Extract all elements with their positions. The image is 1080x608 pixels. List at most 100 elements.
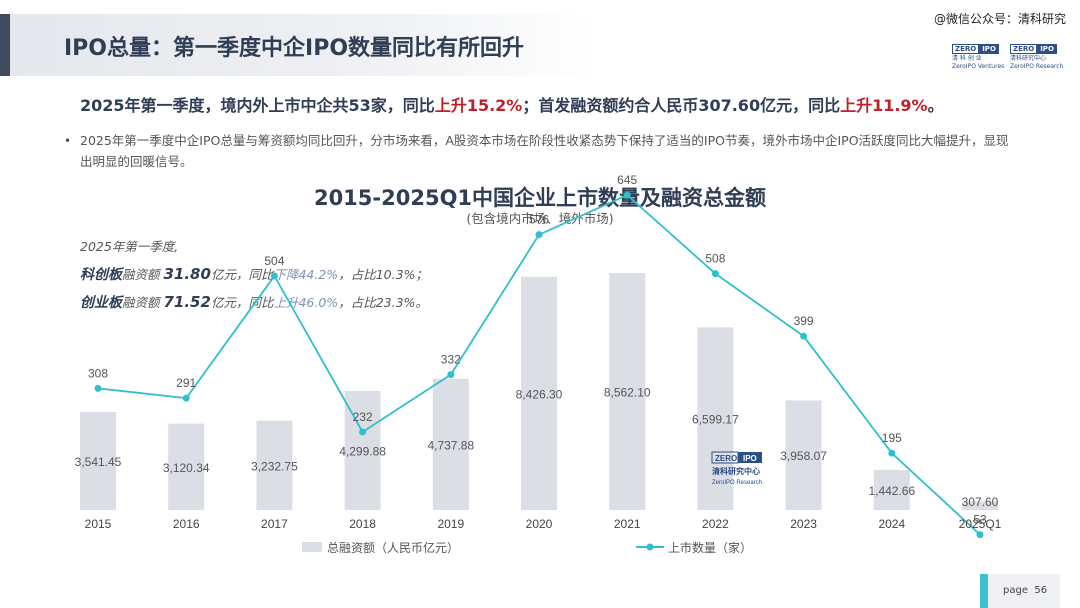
bullet-text: 2025年第一季度中企IPO总量与筹资额均同比回升，分市场来看，A股资本市场在阶…: [80, 133, 1009, 169]
bar-2022: [697, 327, 734, 510]
bar-2020: [521, 276, 557, 510]
bar-label-2018: 4,299.88: [339, 444, 386, 458]
note2-a: 融资额: [122, 267, 164, 282]
wm-cn: 清科研究中心: [712, 466, 760, 476]
x-tick-2022: 2022: [702, 517, 729, 531]
legend-bar-label: 总融资额（人民币亿元）: [327, 540, 459, 555]
note-line-3: 创业板融资额 71.52亿元，同比上升46.0%，占比23.3%。: [80, 292, 428, 312]
x-tick-2017: 2017: [261, 517, 288, 531]
x-axis: 2015 2016 2017 2018 2019 2020 2021 2022 2023 2024…: [85, 517, 1002, 531]
note2-unit: 亿元: [210, 267, 236, 282]
wm-en: ZeroIPO Research: [712, 480, 762, 486]
legend-line-marker: [646, 543, 654, 551]
note3-unit: 亿元: [210, 295, 236, 310]
line-label-2015: 308: [88, 366, 108, 380]
line-label-2024: 195: [882, 431, 902, 445]
line-label-2016: 291: [176, 376, 196, 390]
bar-label-2024: 1,442.66: [868, 484, 915, 498]
bar-2021: [609, 273, 646, 510]
wm-zero-box: [711, 451, 739, 464]
line-point-2016: [182, 394, 190, 402]
x-tick-2016: 2016: [173, 517, 200, 531]
legend-line-label: 上市数量（家）: [668, 540, 752, 555]
bar-2018: [344, 390, 381, 510]
title-accent-bar: [0, 14, 10, 76]
line-label-2018: 232: [353, 410, 373, 424]
headline-red1: 上升15.2%: [434, 96, 523, 115]
wm-zero: ZERO: [715, 454, 737, 463]
line-label-2019: 332: [441, 353, 461, 367]
page-label: page: [1003, 585, 1028, 596]
legend: 总融资额（人民币亿元） 上市数量（家）: [302, 540, 752, 555]
headline-part1: 2025年第一季度，境内外上市中企共53家，同比: [80, 96, 435, 115]
bar-2023: [785, 400, 822, 510]
line-point-2018: [359, 428, 367, 436]
chart-subtitle: (包含境内市场、境外市场): [466, 211, 614, 226]
line-point-2025Q1: [976, 531, 984, 539]
x-tick-2024: 2024: [878, 517, 905, 531]
title-band: [0, 14, 600, 76]
x-tick-2018: 2018: [349, 517, 376, 531]
line-label-2025Q1: 53: [973, 513, 987, 527]
bar-label-2025Q1: 307.60: [962, 495, 999, 509]
footer-box: [988, 574, 1060, 608]
note3-b: ，同比: [235, 295, 274, 310]
wm-ipo-box: [738, 452, 762, 463]
headline-part3: 。: [927, 96, 944, 115]
line-label-2022: 508: [705, 252, 725, 266]
legend-bar-swatch: [302, 542, 322, 552]
headline-part2: ；首发融资额约合人民币307.60亿元，同比: [522, 96, 841, 115]
line-point-2023: [800, 332, 808, 340]
note2-board: 科创板: [80, 267, 122, 283]
note2-c: ，占比10.3%；: [338, 267, 428, 282]
bar-label-2017: 3,232.75: [251, 459, 298, 473]
line-point-2024: [888, 449, 896, 457]
bar-2019: [432, 378, 469, 510]
note3-value: 71.52: [163, 293, 211, 311]
line-point-2020: [535, 231, 543, 239]
logo2-cn: 清科研究中心: [1010, 55, 1047, 62]
bar-2025Q1: [962, 501, 998, 510]
x-tick-2019: 2019: [437, 517, 464, 531]
logo2-ipo: IPO: [1037, 44, 1057, 54]
note2-change: 下降44.2%: [273, 267, 339, 282]
bar-label-2019: 4,737.88: [427, 438, 474, 452]
headline: 2025年第一季度，境内外上市中企共53家，同比上升15.2%；首发融资额约合人…: [80, 92, 944, 116]
logo-ipo: IPO: [979, 44, 999, 54]
footer-accent: [980, 574, 988, 608]
logo2-en: ZeroIPO Research: [1010, 63, 1064, 70]
bar-label-2022: 6,599.17: [692, 413, 739, 427]
wechat-watermark: @微信公众号：清科研究: [933, 12, 1066, 26]
note2-value: 31.80: [163, 265, 211, 283]
logo-zero: ZERO: [952, 44, 980, 54]
bar-2015: [80, 411, 116, 510]
zeroipo-logo: ZERO IPO 清 科 创 业 ZeroIPO Ventures ZERO IPO…: [952, 36, 1070, 70]
x-tick-2020: 2020: [526, 517, 553, 531]
bar-2016: [168, 423, 205, 510]
bullet-marker: •: [64, 134, 72, 148]
bar-label-2015: 3,541.45: [75, 455, 122, 469]
bar-label-2020: 8,426.30: [516, 387, 563, 401]
page-number: page 56: [1003, 585, 1047, 596]
logo-en: ZeroIPO Ventures: [952, 63, 1005, 70]
note2-b: ，同比: [235, 267, 274, 282]
line-label-2023: 399: [794, 314, 814, 328]
note-line-1: 2025年第一季度,: [80, 239, 179, 254]
bar-label-2016: 3,120.34: [163, 461, 210, 475]
line-point-2015: [94, 384, 102, 392]
note3-board: 创业板: [80, 295, 122, 311]
x-tick-2023: 2023: [790, 517, 817, 531]
bar-2024: [873, 470, 910, 510]
line-point-2019: [447, 371, 455, 379]
line-path: [97, 194, 981, 536]
x-tick-2021: 2021: [614, 517, 641, 531]
chart-watermark-logo: ZERO IPO 清科研究中心 ZeroIPO Research: [711, 451, 762, 486]
line-point-2022: [711, 270, 719, 278]
x-tick-2025Q1: 2025Q1: [959, 517, 1002, 531]
page-num: 56: [1034, 585, 1048, 596]
wm-ipo: IPO: [743, 454, 757, 463]
page-title: IPO总量：第一季度中企IPO数量同比有所回升: [64, 36, 525, 61]
bar-2017: [256, 420, 293, 510]
bar-label-2023: 3,958.07: [780, 449, 827, 463]
